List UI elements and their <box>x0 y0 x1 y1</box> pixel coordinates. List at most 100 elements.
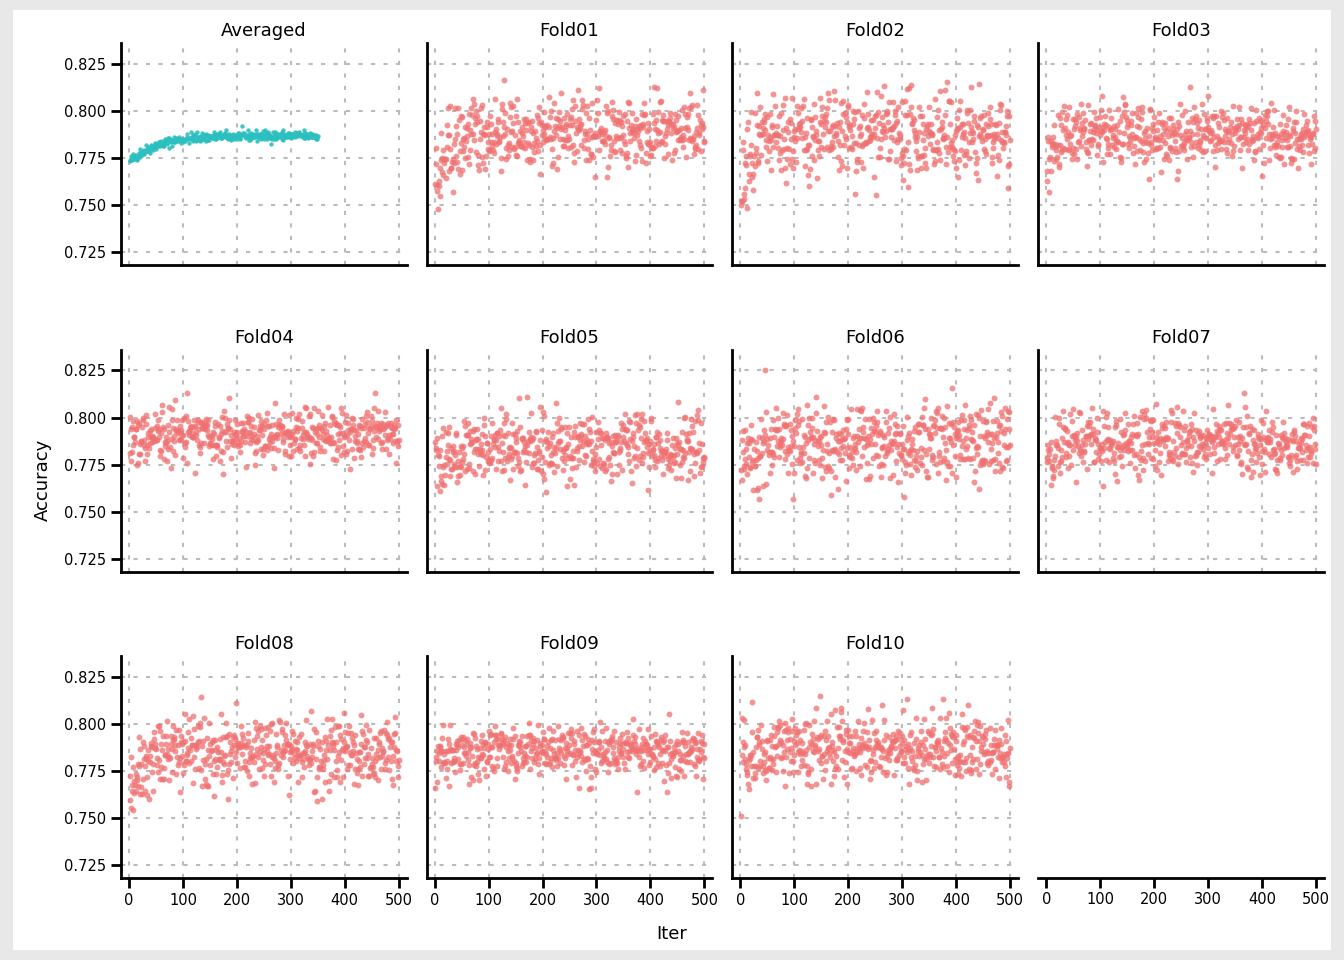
Point <box>136 751 157 766</box>
Point <box>320 743 341 758</box>
Point <box>196 129 218 144</box>
Point <box>348 744 370 759</box>
Point <box>805 737 827 753</box>
Point <box>491 735 512 751</box>
Point <box>1199 125 1220 140</box>
Point <box>953 451 974 467</box>
Point <box>261 440 282 455</box>
Point <box>1302 455 1324 470</box>
Point <box>685 137 707 153</box>
Point <box>853 110 875 126</box>
Point <box>589 714 610 730</box>
Point <box>284 746 305 761</box>
Point <box>293 438 314 453</box>
Point <box>915 772 937 787</box>
Point <box>887 419 909 434</box>
Point <box>692 454 714 469</box>
Point <box>966 151 988 166</box>
Point <box>866 188 887 204</box>
Point <box>497 449 519 465</box>
Point <box>370 726 391 741</box>
Point <box>731 748 753 763</box>
Point <box>929 420 950 436</box>
Point <box>374 761 395 777</box>
Point <box>650 730 672 745</box>
Point <box>140 749 161 764</box>
Point <box>316 711 337 727</box>
Point <box>187 432 208 447</box>
Point <box>215 122 237 137</box>
Point <box>898 425 919 441</box>
Point <box>874 429 895 444</box>
Point <box>173 132 195 148</box>
Point <box>1267 149 1289 164</box>
Point <box>1134 123 1156 138</box>
Point <box>900 99 922 114</box>
Point <box>241 411 262 426</box>
Point <box>969 756 991 772</box>
Point <box>630 756 652 772</box>
Point <box>946 121 968 136</box>
Point <box>972 728 993 743</box>
Point <box>126 153 148 168</box>
Point <box>1090 128 1111 143</box>
Point <box>836 776 857 791</box>
Point <box>438 163 460 179</box>
Point <box>762 738 784 754</box>
Point <box>980 128 1001 143</box>
Point <box>825 431 847 446</box>
Point <box>505 108 527 124</box>
Point <box>168 754 190 769</box>
Point <box>172 132 194 147</box>
Point <box>824 92 845 108</box>
Point <box>737 200 758 215</box>
Point <box>991 754 1012 769</box>
Point <box>516 111 538 127</box>
Point <box>855 738 876 754</box>
Point <box>488 741 509 756</box>
Point <box>946 429 968 444</box>
Point <box>1243 436 1265 451</box>
Point <box>792 412 813 427</box>
Point <box>1214 451 1235 467</box>
Point <box>246 741 267 756</box>
Point <box>462 420 484 436</box>
Point <box>879 470 900 486</box>
Point <box>285 130 306 145</box>
Point <box>743 452 765 468</box>
Point <box>1246 130 1267 145</box>
Point <box>559 471 581 487</box>
Point <box>527 452 548 468</box>
Point <box>1192 442 1214 457</box>
Point <box>614 406 636 421</box>
Point <box>1111 136 1133 152</box>
Point <box>288 406 309 421</box>
Point <box>1068 445 1090 461</box>
Point <box>655 444 676 460</box>
Point <box>367 751 388 766</box>
Point <box>185 737 207 753</box>
Point <box>1129 132 1150 147</box>
Point <box>648 737 669 753</box>
Point <box>214 125 235 140</box>
Point <box>134 453 156 468</box>
Point <box>579 769 601 784</box>
Point <box>1275 118 1297 133</box>
Point <box>835 755 856 770</box>
Point <box>298 751 320 766</box>
Point <box>1125 428 1146 444</box>
Point <box>355 717 376 732</box>
Point <box>207 739 228 755</box>
Point <box>204 419 226 434</box>
Point <box>749 430 770 445</box>
Point <box>1146 132 1168 147</box>
Point <box>1109 449 1130 465</box>
Point <box>814 425 836 441</box>
Point <box>329 420 351 435</box>
Point <box>804 152 825 167</box>
Point <box>1261 126 1282 141</box>
Point <box>1207 423 1228 439</box>
Point <box>1099 432 1121 447</box>
Point <box>125 783 146 799</box>
Point <box>765 422 786 438</box>
